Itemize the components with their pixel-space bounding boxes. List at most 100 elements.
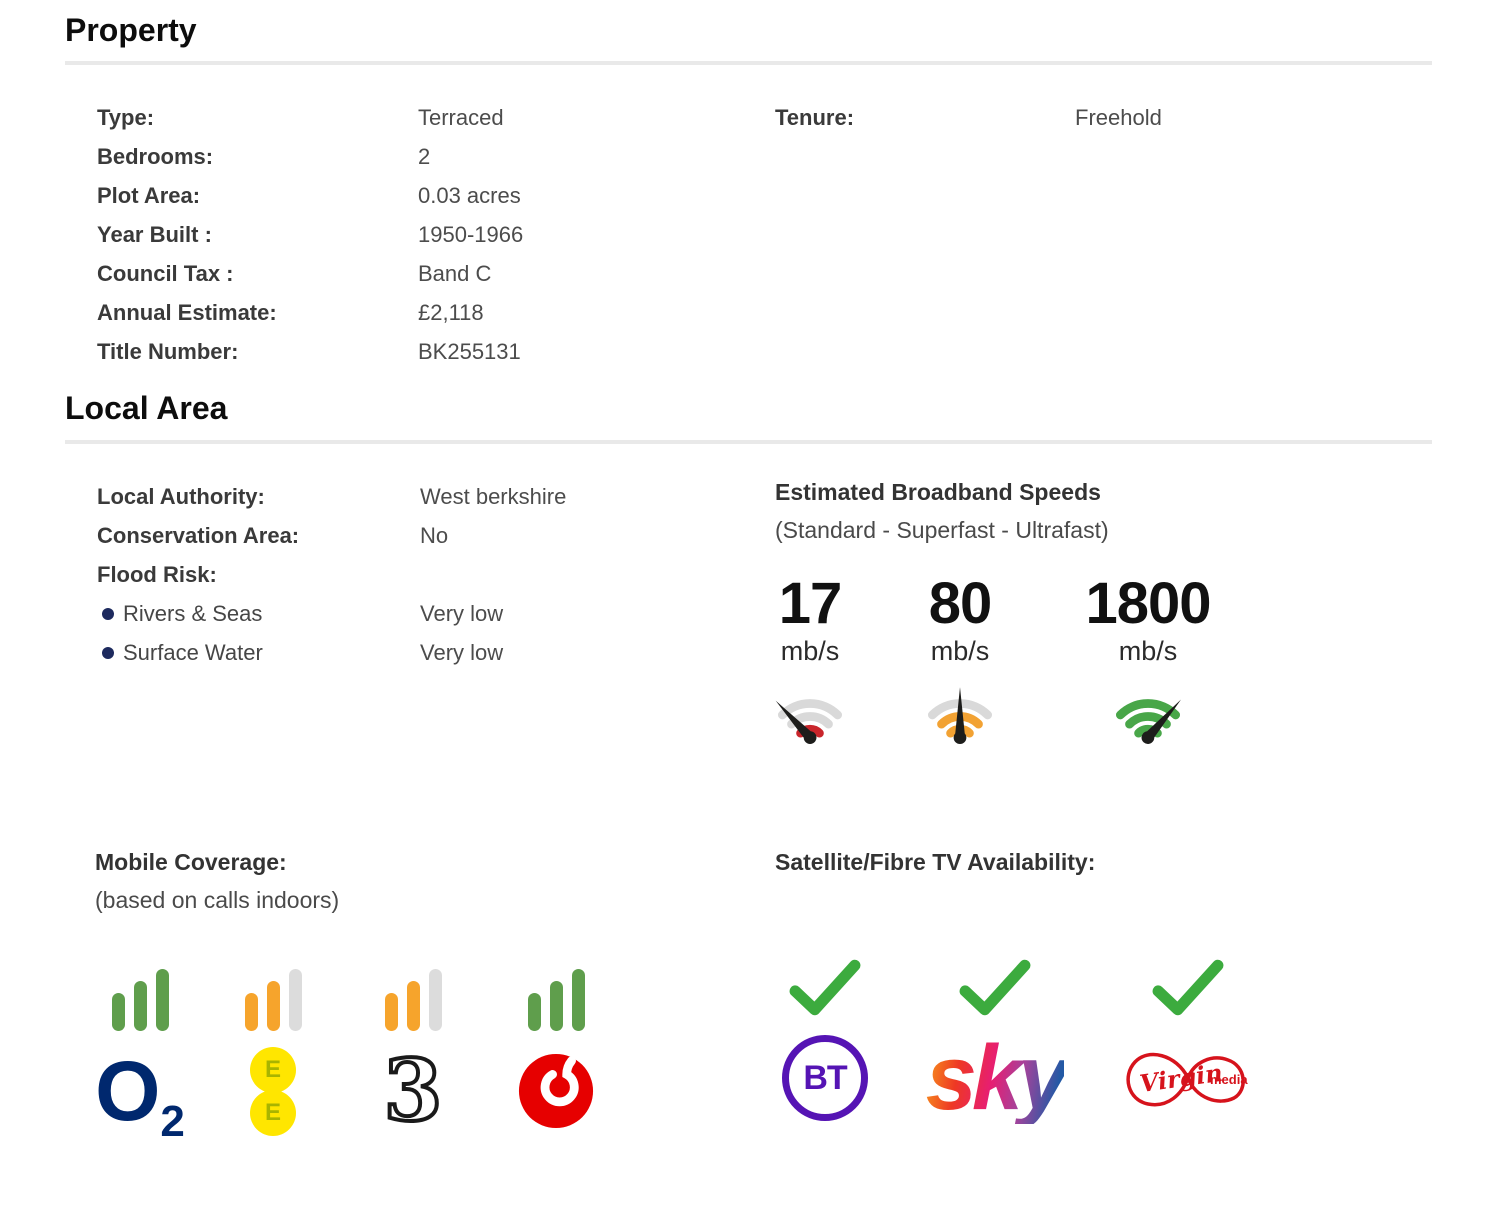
o2-logo-subscript: 2 xyxy=(160,1097,185,1146)
field-label: Conservation Area: xyxy=(97,523,300,548)
property-details-right: Tenure: Freehold xyxy=(775,98,1162,137)
mobile-coverage-subheading: (based on calls indoors) xyxy=(95,887,340,913)
property-row-title-number: Title Number: BK255131 xyxy=(97,332,523,371)
tv-availability-heading: Satellite/Fibre TV Availability: xyxy=(775,849,1096,875)
ee-logo-circle: E xyxy=(250,1046,296,1093)
field-value: Band C xyxy=(418,261,492,286)
field-label-text: Surface Water xyxy=(123,640,263,665)
property-row-year-built: Year Built : 1950-1966 xyxy=(97,215,523,254)
broadband-speed-standard: 17 mb/s xyxy=(740,575,880,762)
bt-logo: BT xyxy=(755,1028,895,1128)
bullet-dot-icon xyxy=(102,647,114,659)
network-column-o2: O2 xyxy=(80,961,200,1146)
virgin-media-logo: Virgin media xyxy=(1118,1028,1258,1128)
property-details-left: Type: Terraced Bedrooms: 2 Plot Area: 0.03 … xyxy=(97,98,523,371)
checkmark-icon xyxy=(755,958,895,1018)
mobile-coverage-heading: Mobile Coverage: xyxy=(95,849,287,875)
ee-logo-letter: E xyxy=(264,1055,281,1083)
field-value: Freehold xyxy=(1075,105,1162,130)
broadband-subheading: (Standard - Superfast - Ultrafast) xyxy=(775,517,1109,543)
signal-bar xyxy=(133,981,147,1031)
signal-bar xyxy=(288,969,302,1031)
field-value: Very low xyxy=(420,640,504,665)
signal-bar xyxy=(428,969,442,1031)
property-row-bedrooms: Bedrooms: 2 xyxy=(97,137,523,176)
signal-bar xyxy=(571,969,585,1031)
ee-logo-circle: E xyxy=(250,1089,296,1136)
signal-bar xyxy=(406,981,420,1031)
network-column-vodafone xyxy=(496,961,616,1141)
field-value: Very low xyxy=(420,601,504,626)
property-row-council-tax: Council Tax : Band C xyxy=(97,254,523,293)
field-label: Council Tax : xyxy=(97,261,234,286)
vodafone-logo xyxy=(496,1041,616,1141)
signal-bars-icon xyxy=(80,961,200,1031)
signal-bar xyxy=(244,993,258,1031)
local-row-authority: Local Authority: West berkshire xyxy=(97,477,566,516)
property-row-type: Type: Terraced xyxy=(97,98,523,137)
virgin-logo-media-text: media xyxy=(1210,1072,1248,1087)
field-label: Bedrooms: xyxy=(97,144,214,169)
broadband-speed-superfast: 80 mb/s xyxy=(890,575,1030,762)
tv-column-sky: sky xyxy=(925,958,1069,1129)
property-section-heading: Property xyxy=(65,12,197,48)
ee-logo-letter: E xyxy=(264,1098,281,1126)
bullet-dot-icon xyxy=(102,608,114,620)
ee-logo: E E xyxy=(213,1041,333,1141)
speed-value: 17 xyxy=(778,571,843,636)
speedometer-wifi-icon xyxy=(768,683,852,757)
network-column-ee: E E xyxy=(213,961,333,1141)
property-row-plot-area: Plot Area: 0.03 acres xyxy=(97,176,523,215)
virgin-media-logo-icon: Virgin media xyxy=(1126,1052,1248,1107)
signal-bar xyxy=(549,981,563,1031)
local-row-surface-water: Surface Water Very low xyxy=(97,633,566,672)
o2-logo: O2 xyxy=(80,1041,200,1146)
signal-bar xyxy=(266,981,280,1031)
field-value: Terraced xyxy=(418,105,504,130)
field-value: 1950-1966 xyxy=(418,222,524,247)
speed-value: 1800 xyxy=(1085,571,1211,636)
section-divider xyxy=(65,440,1432,444)
local-area-details: Local Authority: West berkshire Conservat… xyxy=(97,477,566,672)
field-label: Plot Area: xyxy=(97,183,201,208)
field-label: Rivers & Seas xyxy=(97,594,420,633)
sky-logo: sky xyxy=(925,1027,1069,1129)
tv-column-bt: BT xyxy=(755,958,895,1128)
speedometer-wifi-icon xyxy=(918,683,1002,757)
vodafone-logo-icon xyxy=(518,1053,594,1129)
field-value: 0.03 acres xyxy=(418,183,521,208)
three-logo: 3 xyxy=(353,1041,473,1141)
local-row-rivers-seas: Rivers & Seas Very low xyxy=(97,594,566,633)
field-label: Tenure: xyxy=(775,105,855,130)
field-label: Local Authority: xyxy=(97,484,265,509)
field-label: Surface Water xyxy=(97,633,420,672)
broadband-heading: Estimated Broadband Speeds xyxy=(775,479,1101,505)
broadband-speed-ultrafast: 1800 mb/s xyxy=(1078,575,1218,762)
property-row-tenure: Tenure: Freehold xyxy=(775,98,1162,137)
speed-unit: mb/s xyxy=(1118,636,1178,666)
field-value: £2,118 xyxy=(418,300,484,325)
signal-bars-icon xyxy=(213,961,333,1031)
local-row-conservation: Conservation Area: No xyxy=(97,516,566,555)
tv-column-virgin-media: Virgin media xyxy=(1118,958,1258,1128)
network-column-three: 3 xyxy=(353,961,473,1141)
section-divider xyxy=(65,61,1432,65)
local-area-section-heading: Local Area xyxy=(65,390,228,426)
signal-bar xyxy=(527,993,541,1031)
speed-unit: mb/s xyxy=(780,636,840,666)
three-logo-glyph: 3 xyxy=(382,1041,444,1140)
field-value: 2 xyxy=(418,144,431,169)
checkmark-icon xyxy=(925,958,1065,1018)
field-label-text: Rivers & Seas xyxy=(123,601,263,626)
field-value: No xyxy=(420,523,449,548)
speed-unit: mb/s xyxy=(930,636,990,666)
signal-bar xyxy=(111,993,125,1031)
o2-logo-letter: O xyxy=(95,1044,161,1138)
sky-logo-text: sky xyxy=(925,1027,1069,1129)
field-label: Type: xyxy=(97,105,155,130)
field-value: BK255131 xyxy=(418,339,521,364)
checkmark-icon xyxy=(1118,958,1258,1018)
signal-bars-icon xyxy=(353,961,473,1031)
bt-logo-text: BT xyxy=(803,1058,847,1097)
